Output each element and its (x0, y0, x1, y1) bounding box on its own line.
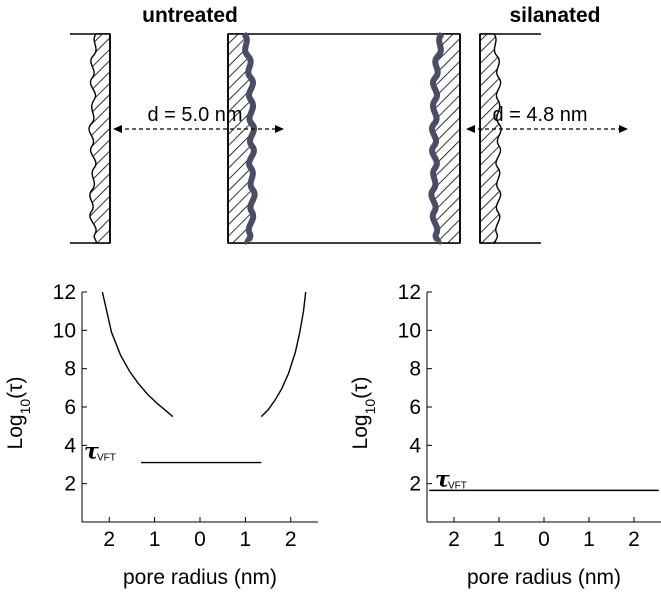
y-axis-label: Log10(τ) (4, 377, 33, 450)
x-axis-label: pore radius (nm) (467, 566, 621, 589)
right-wall-rough-surface (479, 33, 502, 244)
distance-label-silanated: d = 4.8 nm (492, 104, 587, 126)
x-tick-label: 1 (149, 528, 161, 551)
left-pore-wall (70, 33, 111, 244)
x-tick-label: 1 (493, 528, 505, 551)
y-tick-label: 4 (64, 434, 76, 457)
y-tick-label: 8 (64, 358, 76, 381)
tau-curve-2 (260, 291, 307, 418)
center-right-coating (428, 31, 445, 246)
y-tick-label: 6 (409, 396, 421, 419)
y-tick-label: 10 (53, 319, 76, 342)
x-tick-label: 2 (103, 528, 115, 551)
y-tick-label: 10 (398, 319, 421, 342)
center-left-coating (241, 31, 258, 246)
x-axis-label: pore radius (nm) (123, 566, 277, 589)
y-tick-label: 4 (409, 434, 421, 457)
y-tick-label: 12 (53, 281, 76, 304)
x-tick-label: 2 (285, 528, 297, 551)
y-tick-label: 2 (64, 473, 76, 496)
y-tick-label: 8 (409, 358, 421, 381)
y-tick-label: 6 (64, 396, 76, 419)
schematic: untreated silanated (70, 4, 628, 246)
center-pore (227, 31, 461, 246)
x-tick-label: 1 (583, 528, 595, 551)
y-tick-label: 12 (398, 281, 421, 304)
tau-vft-label: τ (435, 466, 450, 492)
x-tick-label: 0 (194, 528, 206, 551)
tau-curve-1 (101, 291, 174, 418)
tau-vft-subscript: VFT (97, 453, 116, 464)
distance-arrow-untreated: d = 5.0 nm (113, 104, 284, 133)
x-tick-label: 2 (628, 528, 640, 551)
panel-title-untreated: untreated (142, 4, 238, 27)
x-tick-label: 2 (448, 528, 460, 551)
y-tick-label: 2 (409, 473, 421, 496)
distance-arrow-silanated: d = 4.8 nm (466, 104, 628, 133)
y-axis-label: Log10(τ) (349, 377, 378, 450)
left-wall-rough-surface (88, 33, 111, 244)
x-tick-label: 1 (240, 528, 252, 551)
tau-vft-subscript: VFT (448, 480, 467, 491)
x-tick-label: 0 (538, 528, 550, 551)
distance-label-untreated: d = 5.0 nm (147, 104, 242, 126)
tau-vft-label: τ (84, 439, 99, 465)
right-pore-wall (479, 33, 541, 244)
panel-title-silanated: silanated (509, 4, 600, 27)
